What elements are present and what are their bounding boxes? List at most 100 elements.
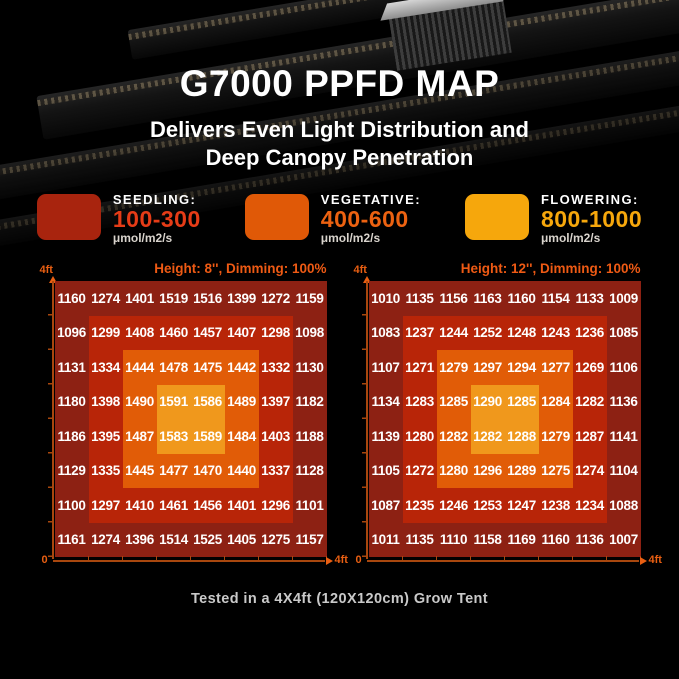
ppfd-value-cell: 1101 xyxy=(295,497,324,513)
ppfd-value-cell: 1405 xyxy=(227,532,256,548)
legend-stage-label: SEEDLING: xyxy=(112,192,197,207)
ppfd-value-cell: 1182 xyxy=(295,394,324,410)
ppfd-value-cell: 1130 xyxy=(295,359,324,375)
y-axis-line xyxy=(365,281,368,559)
ppfd-value-cell: 1280 xyxy=(405,428,434,444)
ppfd-value-cell: 1188 xyxy=(295,428,324,444)
ppfd-value-cell: 1282 xyxy=(439,428,468,444)
ppfd-value-cell: 1243 xyxy=(541,325,570,341)
map-body: 4ft 1010 1135 1156 1163 1160 1154 1133 1009 1083… xyxy=(353,264,662,577)
ppfd-legend: SEEDLING: 100-300 μmol/m2/s VEGETATIVE: … xyxy=(0,192,679,245)
ppfd-value-cell: 1484 xyxy=(227,428,256,444)
ppfd-value-cell: 1159 xyxy=(295,290,324,306)
ppfd-value-cell: 1395 xyxy=(91,428,120,444)
ppfd-value-cell: 1010 xyxy=(371,290,400,306)
ppfd-value-cell: 1154 xyxy=(541,290,570,306)
ppfd-value-cell: 1275 xyxy=(261,532,290,548)
ppfd-value-cell: 1104 xyxy=(609,463,638,479)
ppfd-value-cell: 1277 xyxy=(541,359,570,375)
ppfd-value-cell: 1332 xyxy=(261,359,290,375)
vegetative-color-swatch xyxy=(244,194,309,240)
seedling-color-swatch xyxy=(36,194,101,240)
ppfd-value-cell: 1248 xyxy=(507,325,536,341)
ppfd-map-height-8in: Height: 8'', Dimming: 100% 4ft 1160 1274 1… xyxy=(39,261,348,577)
test-note: Tested in a 4X4ft (120X120cm) Grow Tent xyxy=(190,591,489,607)
axis-arrow-right-icon xyxy=(639,557,647,565)
legend-unit-label: μmol/m2/s xyxy=(112,231,173,246)
ppfd-value-cell: 1274 xyxy=(575,463,604,479)
ppfd-value-cell: 1401 xyxy=(227,497,256,513)
ppfd-value-cell: 1135 xyxy=(405,532,434,548)
ppfd-value-cell: 1285 xyxy=(507,394,536,410)
ppfd-value-cell: 1289 xyxy=(507,463,536,479)
ppfd-value-cell: 1282 xyxy=(473,428,502,444)
y-axis-ticks xyxy=(361,281,366,557)
ppfd-value-cell: 1279 xyxy=(439,359,468,375)
ppfd-value-cell: 1160 xyxy=(57,290,86,306)
ppfd-value-cell: 1478 xyxy=(159,359,188,375)
ppfd-value-cell: 1128 xyxy=(295,463,324,479)
ppfd-value-cell: 1287 xyxy=(575,428,604,444)
ppfd-value-cell: 1445 xyxy=(125,463,154,479)
ppfd-value-cell: 1110 xyxy=(439,532,468,548)
ppfd-value-cell: 1252 xyxy=(473,325,502,341)
ppfd-value-cell: 1461 xyxy=(159,497,188,513)
ppfd-value-cell: 1272 xyxy=(405,463,434,479)
ppfd-value-cell: 1477 xyxy=(159,463,188,479)
ppfd-value-cell: 1444 xyxy=(125,359,154,375)
ppfd-value-cell: 1407 xyxy=(227,325,256,341)
ppfd-value-cell: 1457 xyxy=(193,325,222,341)
ppfd-value-cell: 1129 xyxy=(57,463,86,479)
ppfd-value-cell: 1583 xyxy=(159,428,188,444)
ppfd-value-cell: 1274 xyxy=(91,290,120,306)
ppfd-value-cell: 1161 xyxy=(57,532,86,548)
ppfd-value-cell: 1011 xyxy=(371,532,400,548)
ppfd-value-cell: 1169 xyxy=(507,532,536,548)
ppfd-value-cell: 1085 xyxy=(609,325,638,341)
subtitle: Delivers Even Light Distribution and Dee… xyxy=(0,116,679,171)
ppfd-value-cell: 1284 xyxy=(541,394,570,410)
ppfd-value-cell: 1475 xyxy=(193,359,222,375)
x-axis-ticks xyxy=(368,556,641,560)
legend-text-flowering: FLOWERING: 800-1000 μmol/m2/s xyxy=(541,192,642,245)
ppfd-value-cell: 1098 xyxy=(295,325,324,341)
ppfd-value-cell: 1088 xyxy=(609,497,638,513)
ppfd-value-cell: 1525 xyxy=(193,532,222,548)
ppfd-value-cell: 1186 xyxy=(57,428,86,444)
ppfd-value-cell: 1297 xyxy=(91,497,120,513)
ppfd-value-cell: 1238 xyxy=(541,497,570,513)
map-body: 4ft 1160 1274 1401 1519 1516 1399 1272 1159 1096… xyxy=(39,264,348,577)
ppfd-value-cell: 1100 xyxy=(57,497,86,513)
ppfd-value-cell: 1334 xyxy=(91,359,120,375)
heatmap-cells: 1010 1135 1156 1163 1160 1154 1133 1009 1083 1237… xyxy=(369,281,641,557)
ppfd-value-cell: 1135 xyxy=(405,290,434,306)
ppfd-value-cell: 1007 xyxy=(609,532,638,548)
legend-item-seedling: SEEDLING: 100-300 μmol/m2/s xyxy=(36,192,201,246)
ppfd-value-cell: 1271 xyxy=(405,359,434,375)
ppfd-value-cell: 1139 xyxy=(371,428,400,444)
x-axis-max-label: 4ft xyxy=(648,554,662,566)
ppfd-value-cell: 1131 xyxy=(57,359,86,375)
ppfd-value-cell: 1490 xyxy=(125,394,154,410)
ppfd-value-cell: 1516 xyxy=(193,290,222,306)
ppfd-value-cell: 1280 xyxy=(439,463,468,479)
ppfd-value-cell: 1410 xyxy=(125,497,154,513)
ppfd-value-cell: 1487 xyxy=(125,428,154,444)
ppfd-value-cell: 1591 xyxy=(159,394,188,410)
ppfd-value-cell: 1158 xyxy=(473,532,502,548)
ppfd-map-height-12in: Height: 12'', Dimming: 100% 4ft 1010 1135… xyxy=(353,261,662,577)
axis-arrow-right-icon xyxy=(325,557,333,565)
axis-arrow-up-icon xyxy=(362,276,371,283)
ppfd-value-cell: 1519 xyxy=(159,290,188,306)
ppfd-value-cell: 1470 xyxy=(193,463,222,479)
ppfd-value-cell: 1244 xyxy=(439,325,468,341)
ppfd-value-cell: 1107 xyxy=(371,359,400,375)
ppfd-value-cell: 1136 xyxy=(609,394,638,410)
flowering-color-swatch xyxy=(464,194,529,240)
ppfd-value-cell: 1160 xyxy=(541,532,570,548)
ppfd-value-cell: 1296 xyxy=(261,497,290,513)
ppfd-value-cell: 1403 xyxy=(261,428,290,444)
x-axis-ticks xyxy=(54,556,327,560)
legend-item-vegetative: VEGETATIVE: 400-600 μmol/m2/s xyxy=(244,192,421,245)
ppfd-value-cell: 1456 xyxy=(193,497,222,513)
